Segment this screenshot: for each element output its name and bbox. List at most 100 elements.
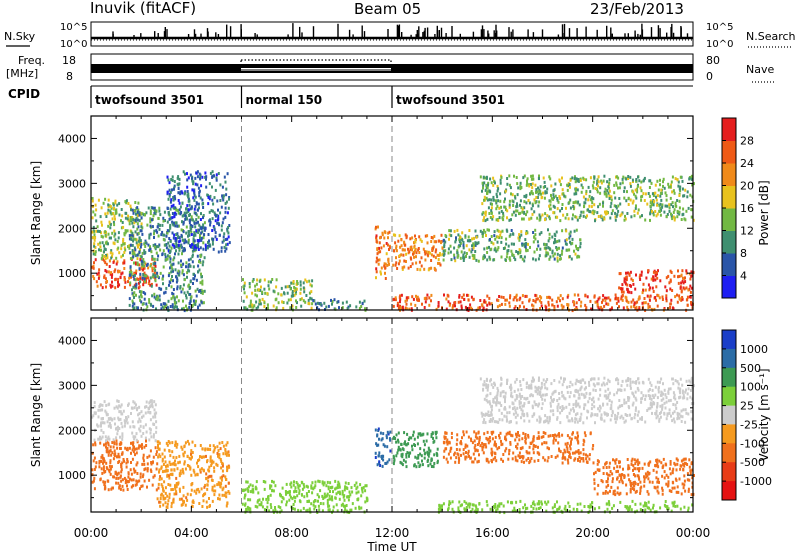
vel-pixel	[553, 505, 556, 508]
vel-pixel	[112, 438, 115, 442]
power-pixel	[466, 293, 468, 297]
vel-pixel	[221, 475, 223, 479]
vel-pixel	[344, 481, 347, 485]
power-pixel	[141, 302, 144, 306]
power-pixel	[430, 293, 433, 297]
vel-pixel	[585, 457, 588, 461]
power-pixel	[648, 295, 651, 299]
vel-pixel	[108, 421, 111, 425]
vel-pixel	[547, 434, 550, 438]
power-pixel	[177, 191, 180, 195]
power-pixel	[128, 271, 131, 274]
power-pixel	[492, 195, 495, 199]
power-pixel	[398, 254, 401, 258]
power-pixel	[640, 273, 643, 277]
power-pixel	[156, 225, 159, 229]
power-pixel	[670, 180, 673, 184]
vel-pixel	[138, 427, 141, 431]
power-pixel	[189, 207, 192, 211]
power-pixel	[181, 214, 184, 218]
power-pixel	[486, 246, 489, 250]
power-pixel	[168, 283, 170, 287]
vel-pixel	[525, 507, 527, 510]
power-pixel	[128, 276, 131, 280]
power-pixel	[157, 254, 160, 258]
power-pixel	[542, 176, 545, 180]
vel-pixel	[130, 485, 133, 489]
power-pixel	[479, 229, 482, 233]
vel-pixel	[121, 478, 124, 482]
power-pixel	[649, 201, 652, 205]
power-pixel	[182, 220, 185, 224]
power-pixel	[543, 196, 546, 200]
power-pixel	[394, 233, 397, 237]
power-pixel	[674, 295, 677, 299]
power-pixel	[617, 296, 620, 300]
power-pixel	[621, 294, 624, 298]
power-pixel	[189, 257, 192, 261]
power-pixel	[387, 257, 390, 261]
power-pixel	[375, 276, 377, 280]
vel-pixel	[97, 415, 100, 419]
power-pixel	[93, 233, 96, 237]
vel-pixel	[588, 457, 591, 461]
power-pixel	[318, 302, 321, 306]
power-pixel	[187, 258, 190, 262]
power-pixel	[420, 239, 423, 243]
power-pixel	[657, 294, 660, 298]
cpid-segment-label: twofsound 3501	[396, 93, 505, 107]
power-pixel	[196, 228, 199, 232]
vel-pixel	[355, 491, 358, 495]
power-pixel	[570, 242, 573, 246]
vel-pixel	[527, 433, 530, 437]
power-pixel	[172, 269, 174, 273]
power-pixel	[98, 274, 101, 278]
power-pixel	[625, 199, 628, 203]
vel-pixel	[476, 449, 479, 453]
power-pixel	[173, 301, 176, 305]
power-pixel	[505, 255, 508, 259]
vel-pixel	[167, 483, 170, 486]
power-pixel	[98, 268, 101, 272]
power-pixel	[596, 299, 599, 303]
power-pixel	[538, 200, 541, 204]
power-pixel	[599, 186, 602, 190]
vel-pixel	[117, 481, 120, 485]
vel-pixel	[208, 465, 211, 469]
power-pixel	[423, 306, 426, 309]
vel-pixel	[127, 402, 130, 406]
power-pixel	[589, 198, 592, 202]
vel-pixel	[432, 465, 435, 469]
vel-pixel	[380, 455, 383, 459]
power-pixel	[287, 298, 290, 302]
power-pixel	[169, 190, 172, 194]
vel-pixel	[346, 495, 349, 499]
vel-pixel	[201, 505, 204, 508]
vel-pixel	[385, 434, 388, 438]
power-pixel	[143, 264, 146, 268]
vel-pixel	[154, 415, 157, 419]
power-pixel	[258, 302, 261, 306]
vel-pixel	[126, 421, 129, 425]
vel-pixel	[170, 488, 173, 492]
power-pixel	[535, 190, 537, 194]
power-pixel	[294, 292, 297, 296]
power-pixel	[173, 215, 176, 218]
power-pixel	[96, 284, 99, 288]
vel-pixel	[134, 447, 136, 451]
power-pixel	[205, 175, 208, 179]
vel-pixel	[422, 439, 425, 443]
power-pixel	[201, 279, 204, 283]
power-pixel	[532, 299, 535, 302]
power-pixel	[410, 302, 413, 306]
power-pixel	[128, 244, 131, 248]
vel-pixel	[219, 476, 222, 480]
vel-pixel	[305, 509, 308, 513]
power-pixel	[195, 246, 198, 250]
power-pixel	[166, 175, 169, 179]
power-pixel	[568, 200, 571, 204]
power-pixel	[169, 200, 172, 204]
power-pixel	[432, 254, 435, 258]
power-pixel	[114, 201, 117, 205]
vel-pixel	[109, 449, 112, 453]
